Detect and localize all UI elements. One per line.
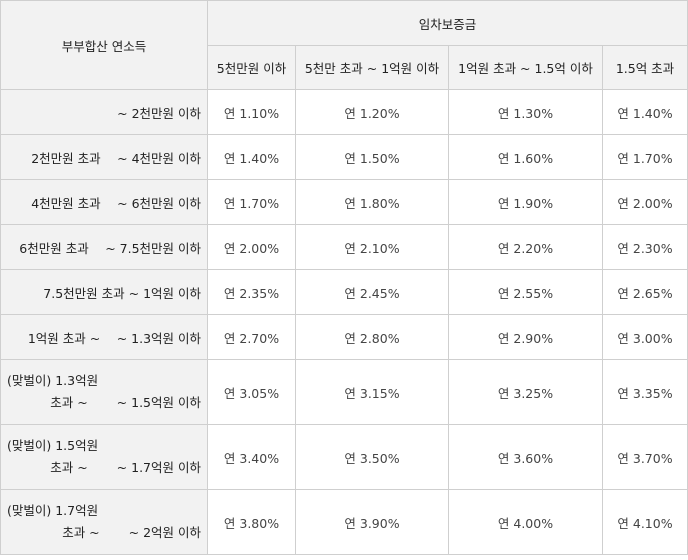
- table-row: 6천만원 초과 ~ 7.5천만원 이하 연 2.00% 연 2.10% 연 2.…: [0, 224, 688, 270]
- row-header-line2: 초과 ~ ~ 2억원 이하: [62, 525, 201, 540]
- rate-cell: 연 1.10%: [207, 89, 296, 135]
- rate-cell: 연 3.15%: [295, 359, 449, 425]
- rate-cell: 연 1.90%: [448, 179, 603, 225]
- row-header-line1: (맞벌이) 1.3억원: [7, 373, 99, 388]
- table-row: 1억원 초과 ~ ~ 1.3억원 이하 연 2.70% 연 2.80% 연 2.…: [0, 314, 688, 360]
- rate-cell: 연 1.30%: [448, 89, 603, 135]
- rate-cell: 연 3.35%: [601, 359, 688, 425]
- table-row: 4천만원 초과 ~ 6천만원 이하 연 1.70% 연 1.80% 연 1.90…: [0, 179, 688, 225]
- row-header: 4천만원 초과 ~ 6천만원 이하: [0, 179, 208, 225]
- rate-cell: 연 1.50%: [295, 134, 449, 180]
- rate-cell: 연 2.90%: [448, 314, 603, 360]
- rate-cell: 연 3.80%: [207, 489, 296, 555]
- rate-cell: 연 3.90%: [295, 489, 449, 555]
- rate-cell: 연 2.45%: [295, 269, 449, 315]
- rate-cell: 연 2.30%: [601, 224, 688, 270]
- table-row: (맞벌이) 1.3억원 초과 ~ ~ 1.5억원 이하 연 3.05% 연 3.…: [0, 359, 688, 425]
- row-header: 1억원 초과 ~ ~ 1.3억원 이하: [0, 314, 208, 360]
- rate-cell: 연 3.00%: [601, 314, 688, 360]
- row-header: 2천만원 초과 ~ 4천만원 이하: [0, 134, 208, 180]
- table-row: (맞벌이) 1.7억원 초과 ~ ~ 2억원 이하 연 3.80% 연 3.90…: [0, 489, 688, 555]
- row-header-line1: (맞벌이) 1.7억원: [7, 503, 99, 518]
- rate-cell: 연 3.70%: [601, 424, 688, 490]
- rate-cell: 연 2.35%: [207, 269, 296, 315]
- column-header: 1억원 초과 ~ 1.5억 이하: [448, 45, 603, 90]
- row-header: (맞벌이) 1.3억원 초과 ~ ~ 1.5억원 이하: [0, 359, 208, 425]
- rate-cell: 연 2.80%: [295, 314, 449, 360]
- rate-cell: 연 4.10%: [601, 489, 688, 555]
- rate-cell: 연 2.65%: [601, 269, 688, 315]
- rate-cell: 연 1.80%: [295, 179, 449, 225]
- rate-cell: 연 2.00%: [601, 179, 688, 225]
- rate-cell: 연 1.40%: [601, 89, 688, 135]
- deposit-group-header: 임차보증금: [206, 0, 688, 46]
- rate-cell: 연 1.20%: [295, 89, 449, 135]
- rate-cell: 연 3.60%: [448, 424, 603, 490]
- rate-cell: 연 3.50%: [295, 424, 449, 490]
- table-row: (맞벌이) 1.5억원 초과 ~ ~ 1.7억원 이하 연 3.40% 연 3.…: [0, 424, 688, 490]
- rate-cell: 연 1.40%: [207, 134, 296, 180]
- column-header: 1.5억 초과: [601, 45, 688, 90]
- table-row: 2천만원 초과 ~ 4천만원 이하 연 1.40% 연 1.50% 연 1.60…: [0, 134, 688, 180]
- rate-cell: 연 3.40%: [207, 424, 296, 490]
- rate-cell: 연 3.05%: [207, 359, 296, 425]
- table-row: ~ 2천만원 이하 연 1.10% 연 1.20% 연 1.30% 연 1.40…: [0, 89, 688, 135]
- rate-cell: 연 4.00%: [448, 489, 603, 555]
- rate-cell: 연 2.70%: [207, 314, 296, 360]
- row-header: (맞벌이) 1.7억원 초과 ~ ~ 2억원 이하: [0, 489, 208, 555]
- corner-header: 부부합산 연소득: [0, 0, 208, 90]
- rate-cell: 연 1.70%: [207, 179, 296, 225]
- row-header: 6천만원 초과 ~ 7.5천만원 이하: [0, 224, 208, 270]
- rate-cell: 연 2.20%: [448, 224, 603, 270]
- table-row: 7.5천만원 초과 ~ 1억원 이하 연 2.35% 연 2.45% 연 2.5…: [0, 269, 688, 315]
- rate-cell: 연 1.60%: [448, 134, 603, 180]
- row-header: 7.5천만원 초과 ~ 1억원 이하: [0, 269, 208, 315]
- row-header: ~ 2천만원 이하: [0, 89, 208, 135]
- rate-cell: 연 2.10%: [295, 224, 449, 270]
- column-header: 5천만원 이하: [207, 45, 296, 90]
- row-header-line1: (맞벌이) 1.5억원: [7, 438, 99, 453]
- row-header: (맞벌이) 1.5억원 초과 ~ ~ 1.7억원 이하: [0, 424, 208, 490]
- rate-cell: 연 1.70%: [601, 134, 688, 180]
- row-header-line2: 초과 ~ ~ 1.7억원 이하: [50, 460, 201, 475]
- rate-cell: 연 3.25%: [448, 359, 603, 425]
- rate-cell: 연 2.55%: [448, 269, 603, 315]
- row-header-line2: 초과 ~ ~ 1.5억원 이하: [50, 395, 201, 410]
- column-header: 5천만 초과 ~ 1억원 이하: [295, 45, 449, 90]
- rate-cell: 연 2.00%: [207, 224, 296, 270]
